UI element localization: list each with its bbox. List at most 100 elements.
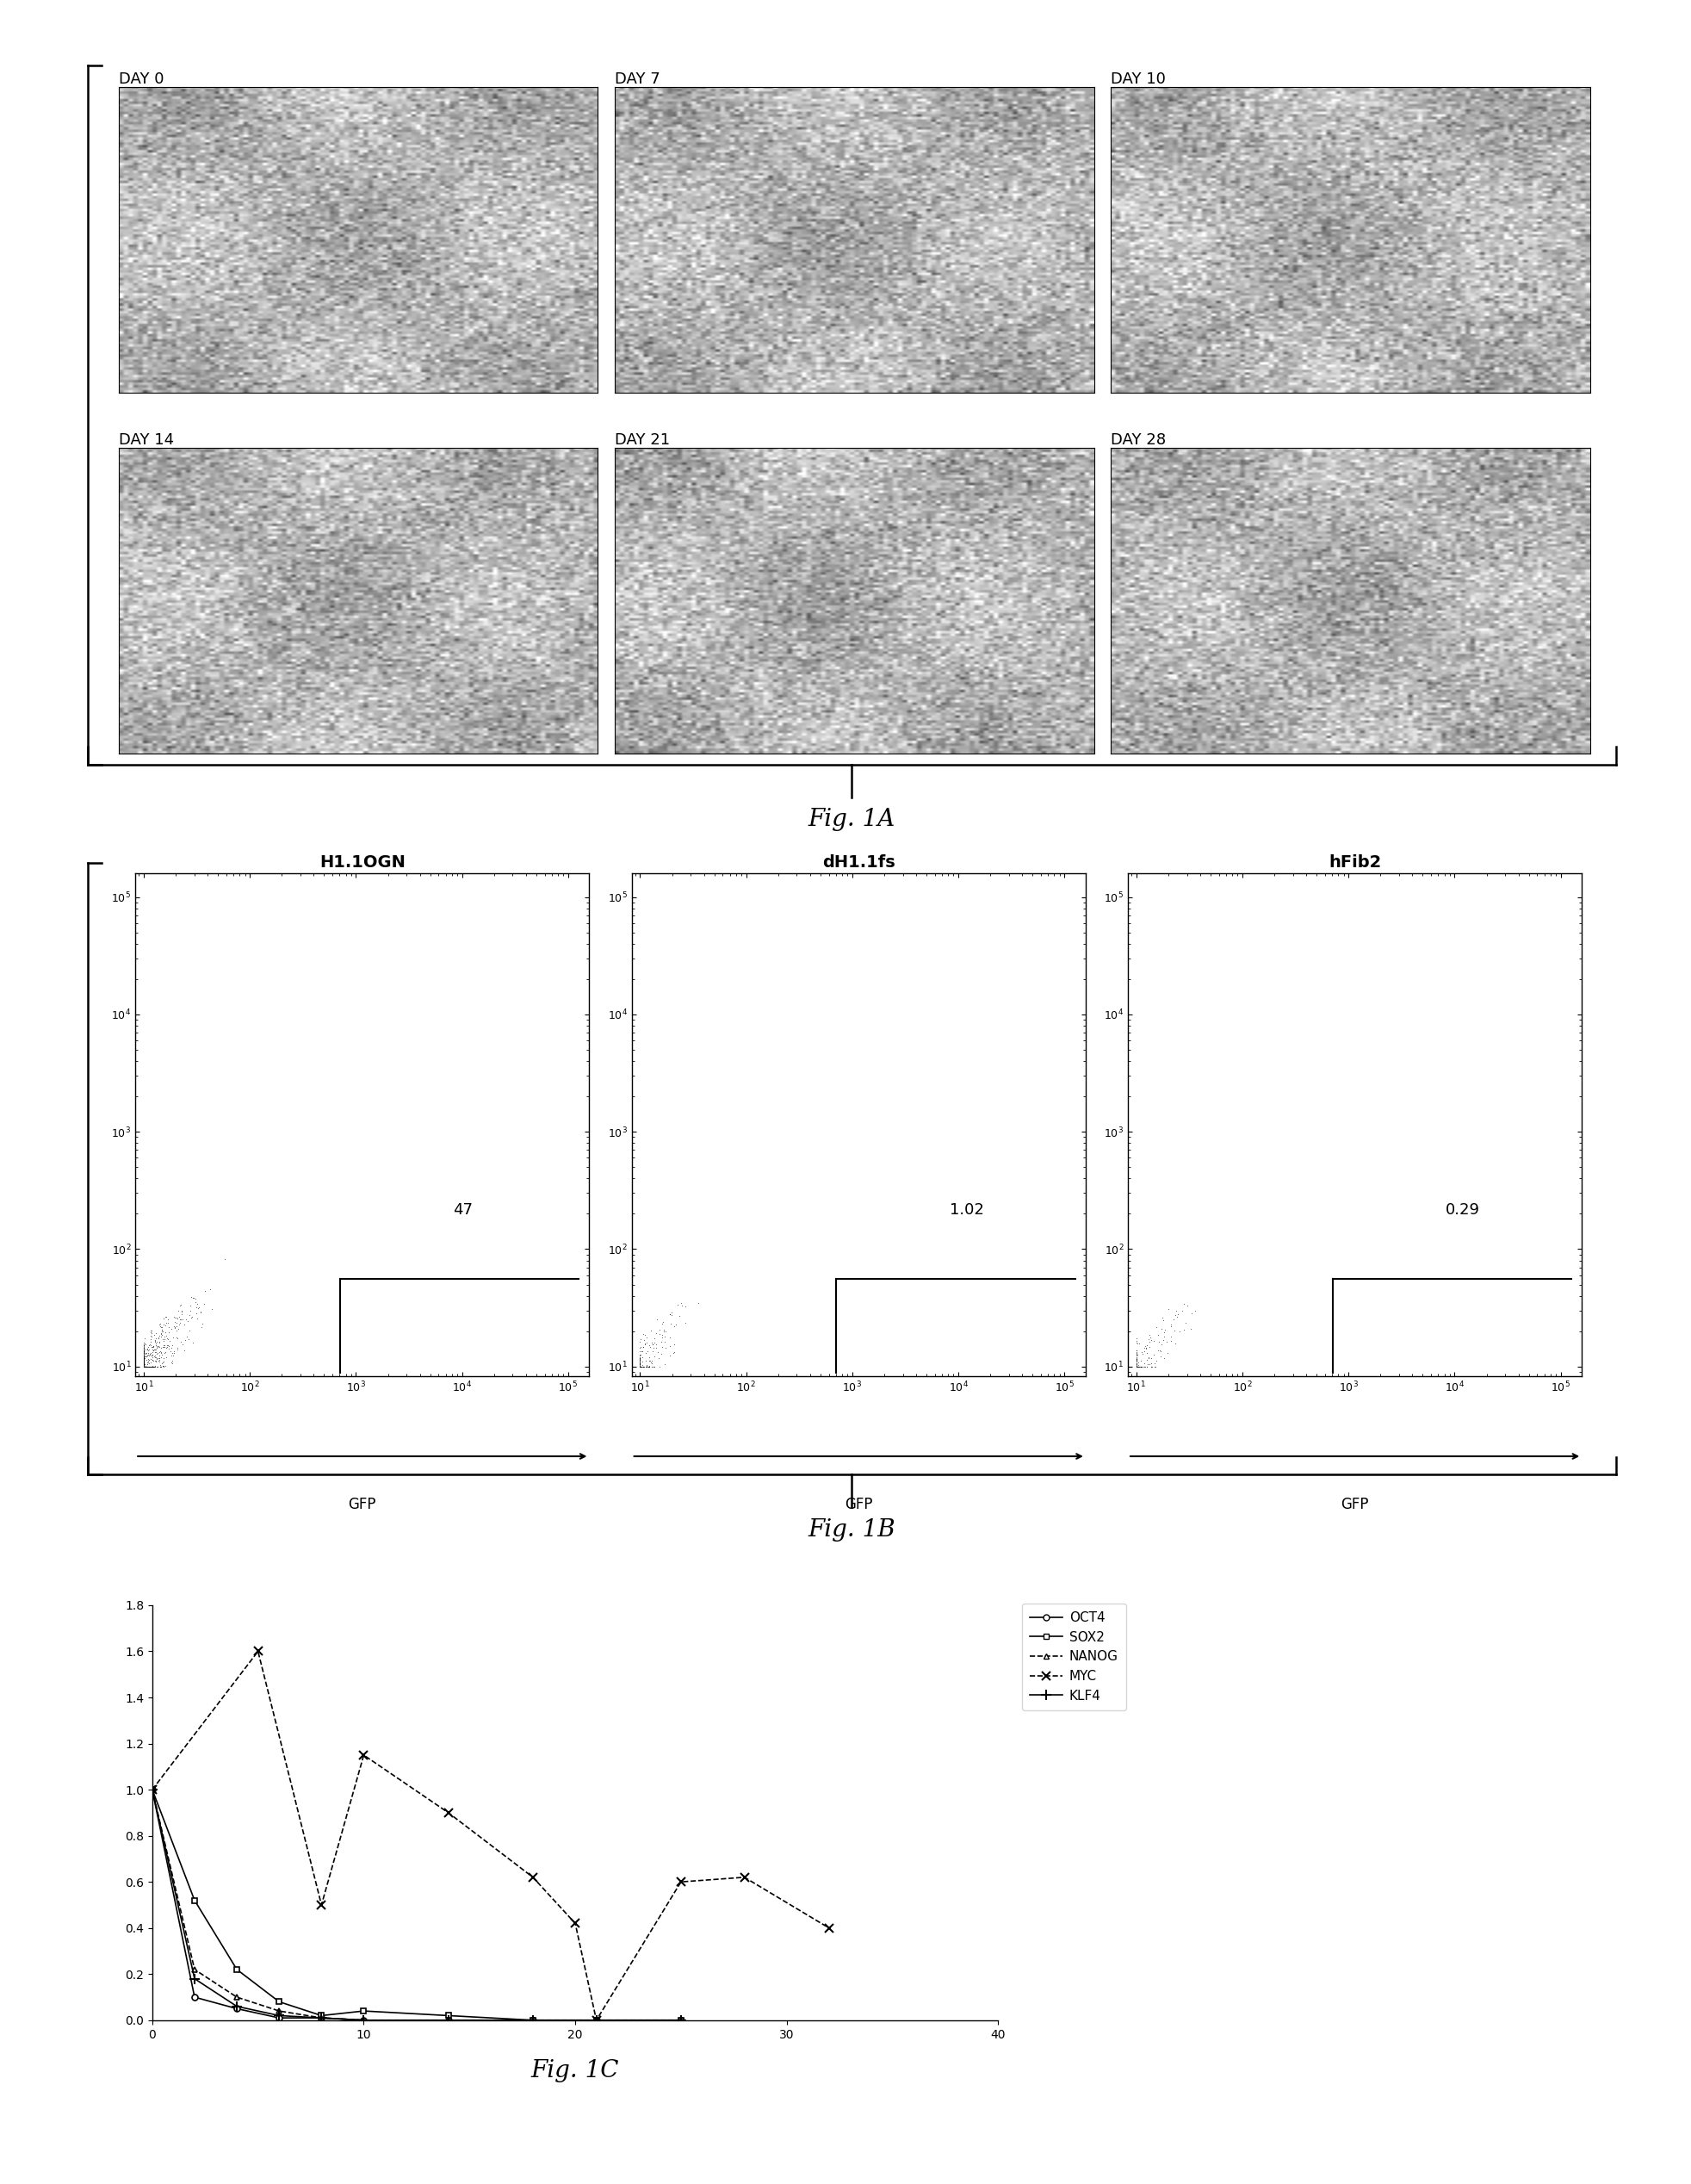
- Point: [130, 1350, 157, 1385]
- Point: [1123, 1350, 1150, 1385]
- Point: [1123, 1350, 1150, 1385]
- Point: [1123, 1350, 1150, 1385]
- Point: [1123, 1350, 1150, 1385]
- Point: [130, 1350, 157, 1385]
- Point: [1123, 1350, 1150, 1385]
- Point: [130, 1350, 157, 1385]
- Point: [626, 1350, 653, 1385]
- Point: [626, 1350, 653, 1385]
- Point: [626, 1350, 653, 1385]
- Point: [1123, 1350, 1150, 1385]
- Point: [130, 1350, 157, 1385]
- Point: [626, 1350, 653, 1385]
- Point: [130, 1350, 157, 1385]
- Point: [626, 1350, 653, 1385]
- Point: [626, 1350, 653, 1385]
- Point: [1123, 1350, 1150, 1385]
- Point: [130, 1350, 157, 1385]
- Point: [130, 1350, 157, 1385]
- Point: [626, 1350, 653, 1385]
- Point: [130, 1350, 157, 1385]
- Point: [626, 1350, 653, 1385]
- Point: [130, 1350, 157, 1385]
- Point: [1123, 1350, 1150, 1385]
- Point: [130, 1350, 157, 1385]
- Point: [130, 1350, 157, 1385]
- Point: [1123, 1350, 1150, 1385]
- Point: [626, 1350, 653, 1385]
- Point: [1123, 1350, 1150, 1385]
- Point: [1123, 1350, 1150, 1385]
- Point: [626, 1350, 653, 1385]
- Point: [130, 1350, 157, 1385]
- Point: [130, 1350, 157, 1385]
- Point: [130, 1350, 157, 1385]
- Point: [626, 1341, 653, 1376]
- Point: [626, 1350, 653, 1385]
- Point: [1123, 1350, 1150, 1385]
- Point: [130, 1350, 157, 1385]
- Point: [626, 1350, 653, 1385]
- Point: [1123, 1350, 1150, 1385]
- Point: [130, 1345, 157, 1380]
- Point: [1123, 1350, 1150, 1385]
- Point: [1123, 1350, 1150, 1385]
- Point: [134, 1341, 161, 1376]
- Point: [137, 1339, 164, 1374]
- Point: [1123, 1350, 1150, 1385]
- Point: [626, 1350, 653, 1385]
- Point: [130, 1350, 157, 1385]
- Point: [1123, 1350, 1150, 1385]
- Point: [130, 1350, 157, 1385]
- Point: [1123, 1350, 1150, 1385]
- Point: [130, 1350, 157, 1385]
- Point: [130, 1350, 157, 1385]
- Point: [626, 1350, 653, 1385]
- Point: [130, 1350, 157, 1385]
- Point: [130, 1350, 157, 1385]
- Point: [130, 1350, 157, 1385]
- Point: [130, 1350, 157, 1385]
- Point: [1123, 1350, 1150, 1385]
- Point: [1126, 1350, 1153, 1385]
- Point: [1123, 1350, 1150, 1385]
- Point: [130, 1350, 157, 1385]
- Point: [130, 1350, 157, 1385]
- Point: [150, 1341, 178, 1376]
- Point: [626, 1350, 653, 1385]
- Point: [130, 1350, 157, 1385]
- Point: [130, 1350, 157, 1385]
- Point: [130, 1350, 157, 1385]
- Point: [1123, 1350, 1150, 1385]
- Point: [626, 1350, 653, 1385]
- Point: [130, 1350, 157, 1385]
- Point: [130, 1343, 157, 1378]
- Point: [659, 1334, 687, 1369]
- Point: [1123, 1350, 1150, 1385]
- Point: [1123, 1350, 1150, 1385]
- Point: [1123, 1350, 1150, 1385]
- Point: [1123, 1350, 1150, 1385]
- Point: [130, 1350, 157, 1385]
- Point: [130, 1350, 157, 1385]
- Point: [186, 1295, 213, 1330]
- Point: [683, 1286, 710, 1321]
- Point: [626, 1350, 653, 1385]
- Point: [130, 1350, 157, 1385]
- Point: [1123, 1350, 1150, 1385]
- Point: [1123, 1350, 1150, 1385]
- Point: [130, 1337, 157, 1372]
- Point: [134, 1345, 161, 1380]
- Point: [1123, 1350, 1150, 1385]
- Point: [1123, 1350, 1150, 1385]
- Point: [1123, 1350, 1150, 1385]
- Point: [1123, 1350, 1150, 1385]
- Point: [1123, 1350, 1150, 1385]
- Point: [626, 1350, 653, 1385]
- Point: [626, 1350, 653, 1385]
- Point: [1135, 1348, 1162, 1382]
- Point: [130, 1350, 157, 1385]
- Point: [130, 1350, 157, 1385]
- Point: [130, 1350, 157, 1385]
- Point: [130, 1350, 157, 1385]
